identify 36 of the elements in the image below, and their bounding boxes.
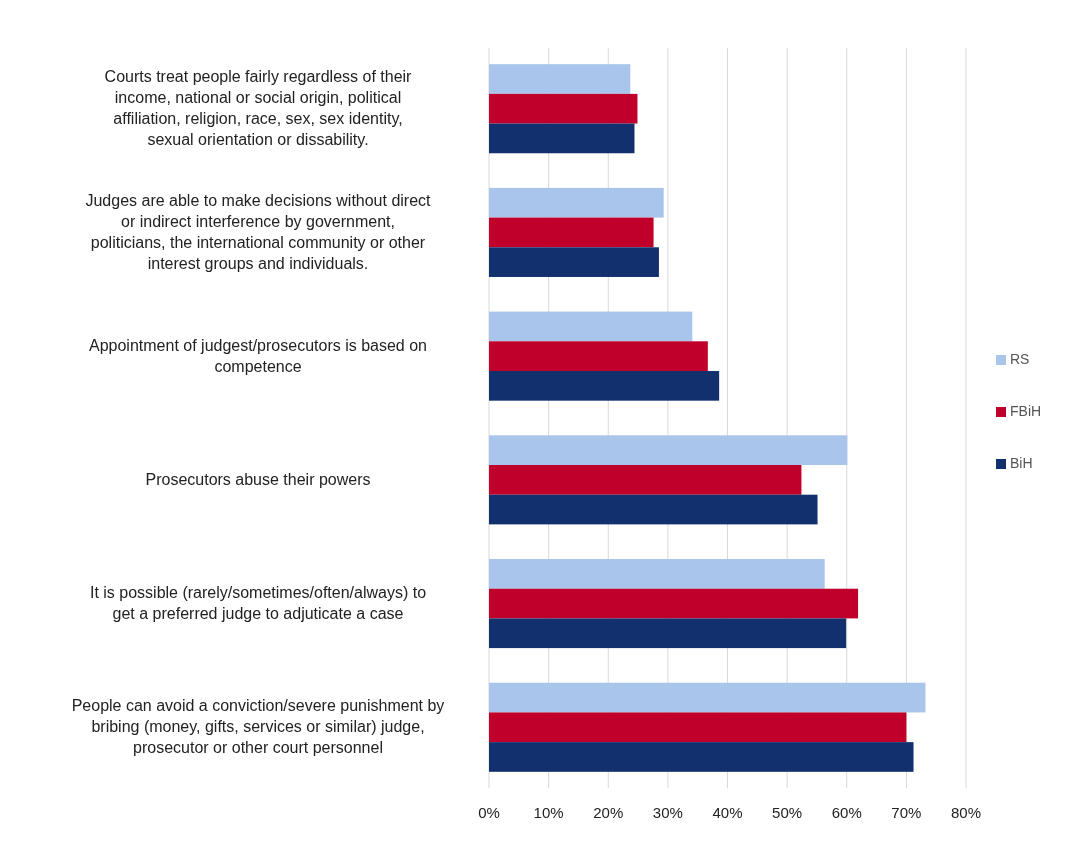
y-tick-label: It is possible (rarely/sometimes/often/always) to get a preferred judge to adjuticate a case bbox=[89, 584, 427, 623]
x-tick-label: 80% bbox=[950, 804, 982, 821]
bar bbox=[489, 712, 907, 743]
y-tick-label: Prosecutors abuse their powers bbox=[145, 470, 371, 488]
x-tick-label: 20% bbox=[593, 804, 624, 821]
bar bbox=[489, 682, 926, 713]
x-tick-label: 0% bbox=[478, 804, 500, 821]
bar bbox=[489, 64, 631, 94]
y-tick-label: People can avoid a conviction/severe punishment by bribing (money, gifts, services or similar) judge, prosecutor or other court personnel bbox=[71, 697, 445, 757]
bar bbox=[489, 187, 664, 218]
bar bbox=[489, 465, 802, 495]
bar bbox=[489, 217, 654, 248]
bar bbox=[489, 370, 720, 401]
y-tick-label: Appointment of judgest/prosecutors is based on competence bbox=[89, 336, 427, 375]
x-tick-label: 60% bbox=[831, 804, 862, 821]
x-tick-label: 50% bbox=[772, 804, 803, 821]
x-tick-label: 40% bbox=[712, 804, 743, 821]
x-tick-label: 30% bbox=[652, 804, 683, 821]
legend-label: BiH bbox=[1010, 455, 1033, 471]
x-tick-label: 10% bbox=[533, 804, 564, 821]
x-tick-label: 70% bbox=[891, 804, 922, 821]
y-tick-label: Courts treat people fairly regardless of their income, national or social origin, political affiliation, religion, race, sex, sex identity, sexual orientation or dissability. bbox=[104, 68, 413, 149]
bar bbox=[489, 311, 693, 342]
bar bbox=[489, 742, 914, 772]
bar bbox=[489, 435, 848, 466]
bar bbox=[489, 618, 847, 649]
bar bbox=[489, 494, 818, 525]
y-tick-label: Judges are able to make decisions without direct or indirect interference by government, politicians, the international community or other interest groups and individuals. bbox=[85, 191, 432, 272]
legend-label: FBiH bbox=[1010, 403, 1042, 419]
bar bbox=[489, 341, 708, 371]
bar bbox=[489, 123, 635, 154]
bar bbox=[489, 559, 825, 589]
bar bbox=[489, 93, 638, 124]
legend-label: RS bbox=[1010, 351, 1030, 367]
bar bbox=[489, 247, 659, 277]
bar bbox=[489, 588, 859, 619]
